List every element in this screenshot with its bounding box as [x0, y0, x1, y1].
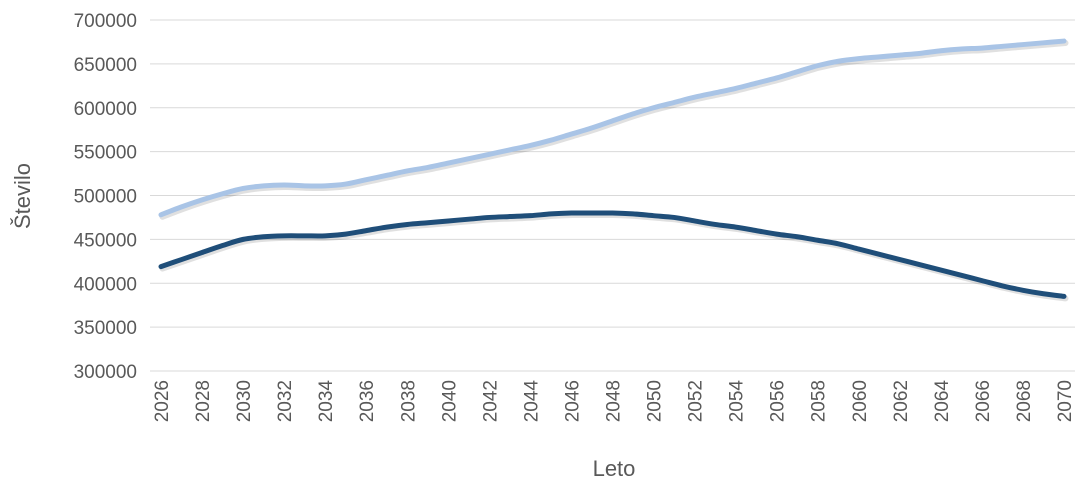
y-tick-label: 650000	[74, 55, 137, 76]
x-tick-label: 2048	[604, 380, 625, 422]
x-axis-title: Leto	[593, 456, 636, 481]
x-tick-label: 2060	[850, 380, 871, 422]
series-line-shadow	[159, 211, 1069, 302]
y-axis-title: Število	[10, 163, 35, 229]
x-tick-label: 2046	[562, 380, 583, 422]
x-tick-label: 2054	[727, 380, 748, 423]
x-tick-label: 2064	[932, 380, 953, 423]
y-tick-label: 500000	[74, 187, 137, 208]
y-tick-label: 400000	[74, 274, 137, 295]
series-line-2	[158, 210, 1067, 299]
x-tick-label: 2066	[973, 380, 994, 422]
x-tick-label: 2052	[686, 380, 707, 422]
series-layer	[158, 38, 1069, 302]
gridlines	[150, 19, 1075, 372]
series-line-shadow	[159, 40, 1069, 220]
x-tick-label: 2030	[234, 380, 255, 422]
x-tick-label: 2068	[1014, 380, 1035, 422]
x-tick-label: 2034	[316, 380, 337, 423]
x-tick-label: 2038	[398, 380, 419, 422]
y-tick-label: 350000	[74, 318, 137, 339]
x-tick-label: 2044	[521, 380, 542, 423]
y-tick-label: 550000	[74, 143, 137, 164]
x-tick-label: 2032	[275, 380, 296, 422]
x-tick-label: 2050	[645, 380, 666, 422]
y-tick-label: 450000	[74, 230, 137, 251]
x-tick-label: 2040	[439, 380, 460, 422]
x-tick-label: 2058	[809, 380, 830, 422]
y-tick-label: 300000	[74, 362, 137, 383]
y-tick-label: 700000	[74, 11, 137, 32]
y-axis-ticks: 300000 350000 400000 450000 500000 550000 6000…	[74, 11, 137, 383]
series-line-1	[158, 38, 1067, 218]
x-tick-label: 2056	[768, 380, 789, 422]
x-tick-label: 2062	[891, 380, 912, 422]
x-tick-label: 2070	[1055, 380, 1076, 422]
x-tick-label: 2028	[193, 380, 214, 422]
x-axis-ticks: 2026 2028 2030 2032 2034 2036 2038 2040 2042 2044…	[152, 380, 1076, 423]
x-tick-label: 2036	[357, 380, 378, 422]
y-tick-label: 600000	[74, 99, 137, 120]
x-tick-label: 2026	[152, 380, 173, 422]
x-tick-label: 2042	[480, 380, 501, 422]
